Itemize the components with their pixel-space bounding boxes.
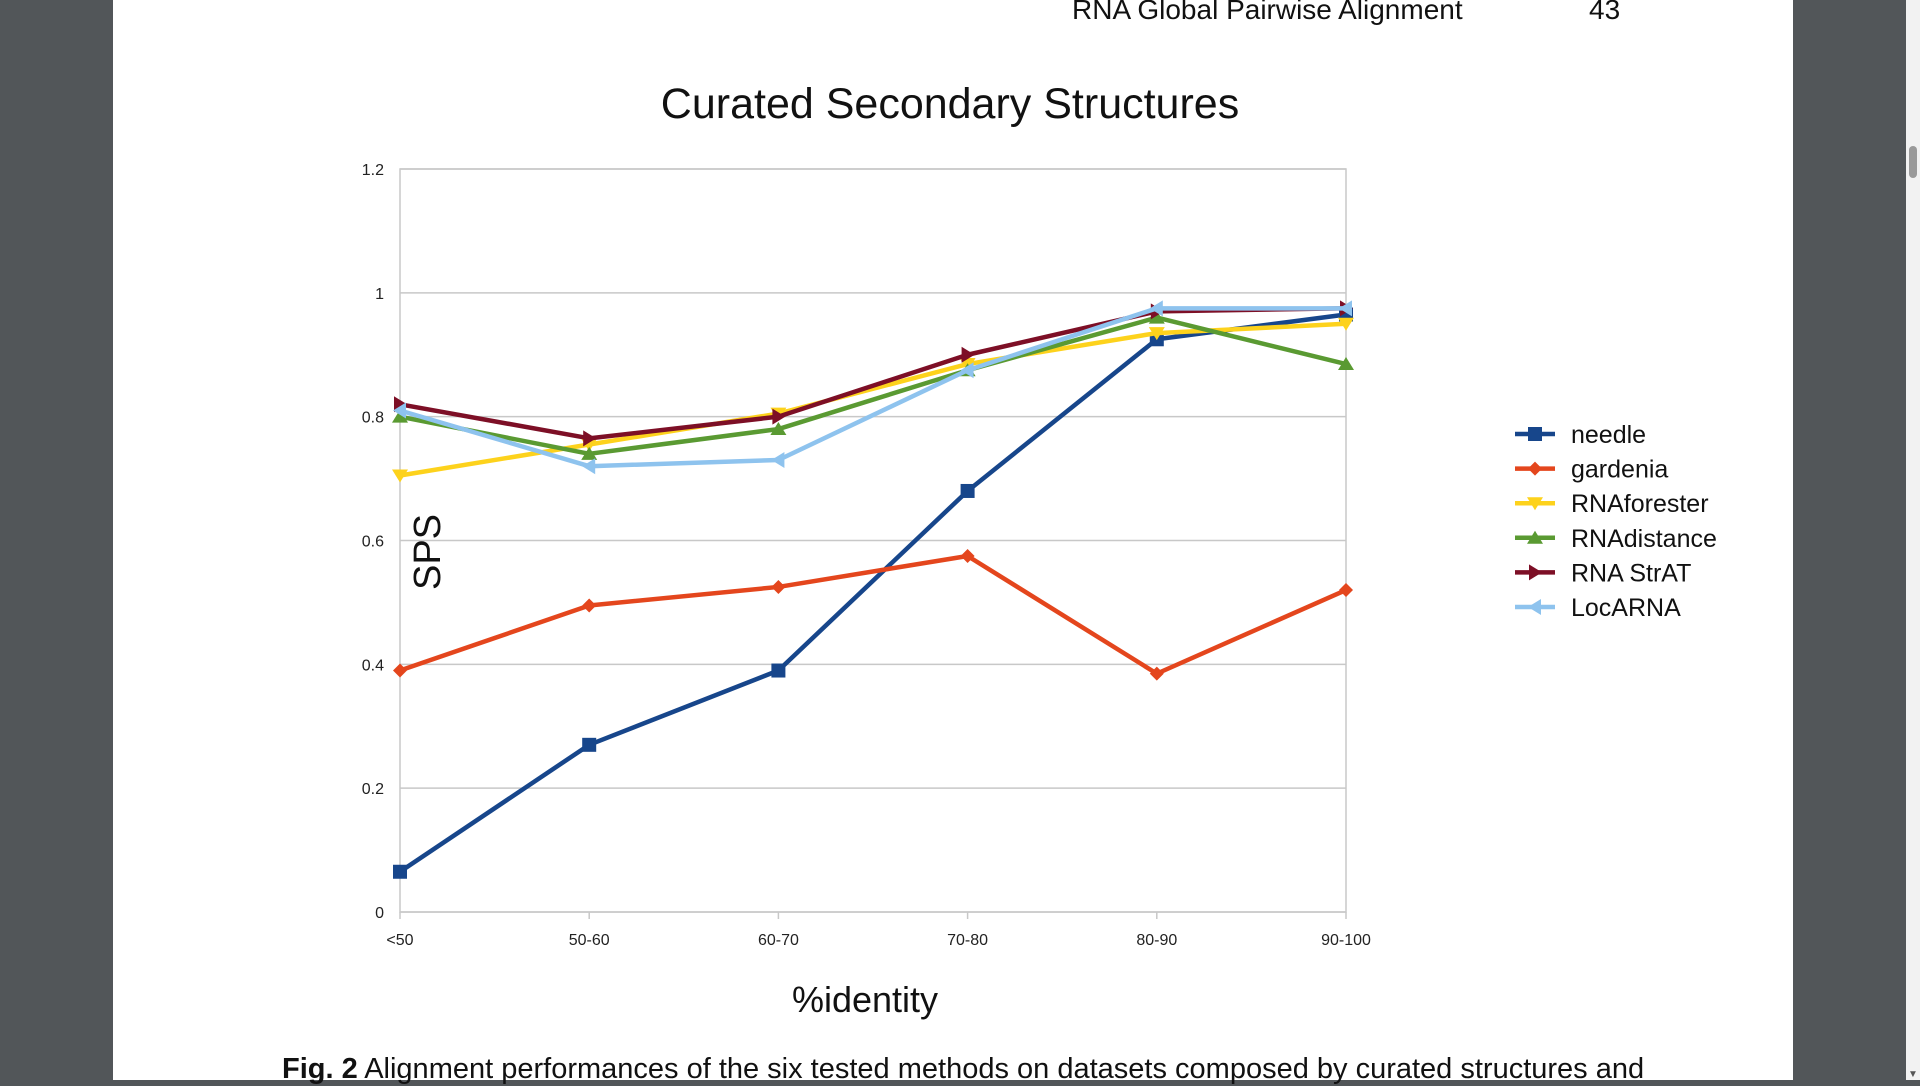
- data-point-locarna: [582, 458, 596, 475]
- data-point-rnadistance: [1148, 310, 1165, 324]
- data-point-rnaforester: [392, 469, 408, 483]
- series-line-locarna: [399, 306, 1346, 469]
- running-head: RNA Global Pairwise Alignment: [1072, 0, 1463, 25]
- x-axis-label: %identity: [792, 979, 938, 1020]
- legend: needle gardenia RNAforester RNAdistance RNA …: [1515, 421, 1717, 622]
- data-point-gardenia: [582, 598, 597, 613]
- data-point-rnaforester: [1338, 317, 1354, 331]
- series-line-rnadistance: [399, 315, 1347, 457]
- data-point-locarna: [393, 402, 406, 419]
- x-tick-labels: <50 50-60 60-70 70-80 80-90 90-100: [386, 912, 1371, 949]
- data-point-needle: [960, 483, 975, 498]
- y-tick-label: 1: [375, 286, 384, 303]
- series-line-gardenia: [399, 553, 1347, 676]
- legend-marker-locarna: [1528, 599, 1541, 615]
- data-point-rnadistance: [770, 422, 787, 436]
- y-tick-label: 0: [375, 905, 384, 922]
- data-point-gardenia: [1339, 583, 1353, 598]
- legend-label-gardenia: gardenia: [1571, 456, 1668, 484]
- x-tick-label: 70-80: [947, 932, 988, 949]
- data-point-locarna: [1339, 300, 1352, 317]
- data-point-needle: [393, 864, 407, 879]
- data-point-gardenia: [960, 548, 975, 563]
- x-tick-label: 60-70: [758, 932, 799, 949]
- data-point-rnadistance: [581, 446, 598, 460]
- y-tick-label: 0.4: [362, 657, 384, 674]
- x-tick-label: 80-90: [1136, 932, 1177, 949]
- legend-marker-rnaforester: [1527, 497, 1543, 511]
- document-page: RNA Global Pairwise Alignment 43 Curated…: [113, 0, 1793, 1085]
- line-chart: Curated Secondary Structures 00.20.40.60…: [362, 80, 1717, 1020]
- data-point-rna-strat: [961, 346, 975, 363]
- data-point-rna-strat: [772, 408, 786, 425]
- scroll-thumb[interactable]: [1909, 146, 1917, 178]
- legend-label-rna-strat: RNA StrAT: [1571, 559, 1691, 587]
- viewer-background-left: [0, 0, 113, 1080]
- figure-caption-text: Alignment performances of the six tested…: [364, 1053, 1645, 1085]
- data-point-needle: [582, 737, 597, 752]
- x-tick-label: 50-60: [569, 932, 610, 949]
- figure-caption: Fig. 2 Alignment performances of the six…: [282, 1053, 1742, 1086]
- data-point-locarna: [771, 452, 785, 469]
- plot-frame: [399, 168, 1347, 913]
- y-tick-label: 0.2: [362, 781, 384, 798]
- data-point-rnadistance: [1338, 357, 1354, 371]
- page-number: 43: [1589, 0, 1621, 25]
- data-point-rna-strat: [583, 430, 597, 447]
- y-tick-label: 1.2: [362, 162, 384, 179]
- series-layer: [392, 300, 1354, 879]
- scroll-down-arrow-icon[interactable]: ▼: [1908, 1069, 1918, 1080]
- data-point-needle: [771, 663, 786, 678]
- figure-label: Fig. 2: [282, 1053, 358, 1085]
- y-tick-label: 0.6: [362, 534, 384, 551]
- data-point-gardenia: [393, 663, 407, 678]
- x-tick-label: <50: [386, 932, 413, 949]
- y-tick-labels: 0 0.2 0.4 0.6 0.8 1 1.2: [362, 162, 384, 922]
- legend-marker-needle: [1528, 427, 1542, 441]
- data-point-rnaforester: [1148, 327, 1165, 341]
- data-point-gardenia: [771, 579, 786, 594]
- legend-label-locarna: LocARNA: [1571, 594, 1681, 622]
- legend-marker-gardenia: [1528, 461, 1542, 476]
- grid-layer: [400, 168, 1346, 913]
- data-point-locarna: [1149, 300, 1163, 317]
- legend-marker-rna-strat: [1529, 564, 1542, 581]
- legend-label-rnadistance: RNAdistance: [1571, 525, 1717, 553]
- legend-label-needle: needle: [1571, 421, 1646, 449]
- chart-title: Curated Secondary Structures: [661, 80, 1239, 128]
- y-axis-label: SPS: [407, 514, 449, 590]
- legend-marker-rnadistance: [1527, 530, 1543, 544]
- vertical-scrollbar[interactable]: ▼: [1906, 0, 1920, 1080]
- data-point-locarna: [960, 362, 974, 379]
- data-point-rnadistance: [392, 409, 408, 423]
- series-line-rna-strat: [399, 306, 1347, 441]
- series-line-needle: [398, 312, 1347, 874]
- data-point-gardenia: [1149, 666, 1164, 681]
- x-tick-label: 90-100: [1321, 932, 1371, 949]
- y-tick-label: 0.8: [362, 410, 384, 427]
- legend-label-rnaforester: RNAforester: [1571, 490, 1709, 518]
